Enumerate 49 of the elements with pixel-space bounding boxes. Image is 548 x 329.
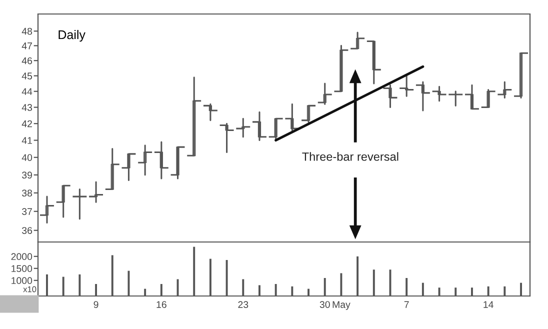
candlestick — [350, 32, 365, 50]
x-tick-label: 23 — [238, 301, 248, 308]
y-tick-label: 39 — [22, 172, 32, 179]
text: x10 — [23, 286, 36, 292]
y-tick-label: 47 — [22, 42, 32, 50]
y-tick-label: 45 — [22, 72, 32, 80]
candlestick — [138, 144, 152, 176]
y-tick-label: 1000 — [12, 277, 32, 284]
y-tick-label: 48 — [22, 28, 32, 35]
y-tick-label: 38 — [22, 190, 32, 197]
x-tick-label: 7 — [404, 301, 409, 308]
candlestick — [187, 76, 202, 156]
y-tick-label: 41 — [22, 137, 32, 144]
x-tick-label: May — [332, 301, 350, 310]
text: Daily — [58, 30, 86, 42]
candlestick — [154, 141, 168, 180]
annotation: Three-bar reversal — [302, 152, 398, 161]
candlestick — [448, 90, 463, 106]
y-tick-label: 46 — [22, 57, 32, 64]
y-tick-label: 37 — [22, 208, 32, 215]
candlestick — [122, 153, 136, 182]
candlestick — [432, 86, 446, 102]
candlestick — [302, 104, 316, 123]
candlestick — [498, 81, 512, 98]
x-tick-label: 14 — [484, 301, 494, 308]
x-tick-label: 16 — [156, 301, 166, 308]
candlestick — [105, 148, 120, 190]
candlestick — [72, 188, 87, 220]
y-tick-label: 1500 — [12, 265, 32, 272]
candlestick — [268, 118, 283, 140]
candlestick — [170, 146, 185, 180]
candlestick — [334, 44, 348, 92]
candlestick — [56, 184, 70, 218]
x-tick-label: 9 — [94, 301, 98, 308]
candlestick — [383, 84, 398, 108]
candlestick — [400, 75, 414, 97]
y-tick-label: 2000 — [11, 253, 32, 260]
y-tick-label: 40 — [22, 154, 32, 161]
y-tick-label: 44 — [22, 88, 32, 95]
x-tick-label: 30 — [320, 301, 330, 308]
candlestick — [416, 81, 430, 112]
candlestick — [89, 181, 104, 203]
candlestick — [252, 111, 266, 142]
y-tick-label: 36 — [22, 227, 32, 234]
candlestick — [318, 82, 332, 105]
y-tick-label: 42 — [22, 120, 32, 128]
candlestick — [236, 118, 250, 138]
candlestick — [481, 89, 496, 108]
y-tick-label: 43 — [22, 104, 32, 111]
